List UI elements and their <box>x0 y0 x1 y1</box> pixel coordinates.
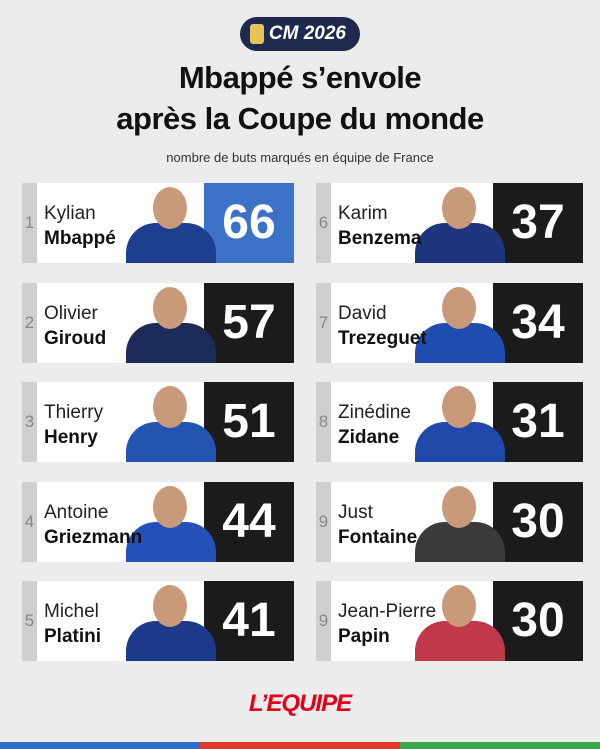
photo-body <box>415 621 505 661</box>
goals-box: 57 <box>204 282 294 363</box>
rank-strip: 5 <box>22 581 37 661</box>
photo-head <box>442 485 476 528</box>
photo-body <box>126 223 216 263</box>
photo-body <box>415 521 505 562</box>
first-name: Michel <box>44 601 99 622</box>
last-name: Henry <box>44 427 98 448</box>
last-name: Trezeguet <box>338 327 427 349</box>
rank-strip: 4 <box>22 481 37 562</box>
subtitle: nombre de buts marqués en équipe de Fran… <box>166 150 434 165</box>
last-name: Mbappé <box>44 228 116 249</box>
last-name: Benzema <box>338 228 422 249</box>
photo-body <box>126 422 216 462</box>
photo-body <box>415 422 505 462</box>
stripe <box>200 742 400 749</box>
goals-box: 30 <box>493 581 583 661</box>
last-name: Platini <box>44 626 102 647</box>
photo-body <box>126 621 216 661</box>
goals-box: 66 <box>204 183 294 263</box>
rank-strip: 1 <box>22 183 37 263</box>
goals-box: 37 <box>493 183 583 263</box>
title: après la Coupe du monde <box>116 101 484 136</box>
photo-head <box>442 286 476 329</box>
last-name: Papin <box>338 626 390 647</box>
rank-strip: 8 <box>316 382 331 462</box>
first-name: Just <box>338 501 373 523</box>
goals-box: 31 <box>493 382 583 462</box>
rank-strip: 2 <box>22 282 37 363</box>
rank-strip: 6 <box>316 183 331 263</box>
first-name: Karim <box>338 203 388 224</box>
first-name: Thierry <box>44 402 104 423</box>
photo-head <box>153 187 187 229</box>
first-name: Kylian <box>44 203 96 224</box>
first-name: Antoine <box>44 501 109 523</box>
photo-head <box>153 286 187 329</box>
rank-strip: 9 <box>316 581 331 661</box>
photo-body <box>126 322 216 363</box>
stripe <box>400 742 600 749</box>
goals-box: 51 <box>204 382 294 462</box>
rank-strip: 3 <box>22 382 37 462</box>
logo: L’EQUIPE <box>248 690 352 717</box>
rank-strip: 7 <box>316 282 331 363</box>
first-name: Jean-Pierre <box>338 601 437 622</box>
last-name: Zidane <box>338 427 400 448</box>
title: Mbappé s’envole <box>178 60 422 95</box>
first-name: Olivier <box>44 302 98 324</box>
first-name: Zinédine <box>338 402 411 423</box>
photo-body <box>415 223 505 263</box>
badge-icon <box>250 24 264 44</box>
photo-head <box>442 386 476 428</box>
first-name: David <box>338 302 387 324</box>
photo-head <box>153 386 187 428</box>
photo-body <box>126 521 216 562</box>
goals-box: 34 <box>493 282 583 363</box>
rank-strip: 9 <box>316 481 331 562</box>
last-name: Fontaine <box>338 526 418 548</box>
goals-box: 30 <box>493 481 583 562</box>
photo-head <box>153 585 187 627</box>
goals-box: 41 <box>204 581 294 661</box>
stripe <box>0 742 200 749</box>
photo-head <box>442 585 476 627</box>
goals-box: 44 <box>204 481 294 562</box>
last-name: Giroud <box>44 327 107 349</box>
photo-head <box>153 485 187 528</box>
photo-head <box>442 187 476 229</box>
photo-body <box>415 322 505 363</box>
last-name: Griezmann <box>44 526 143 548</box>
